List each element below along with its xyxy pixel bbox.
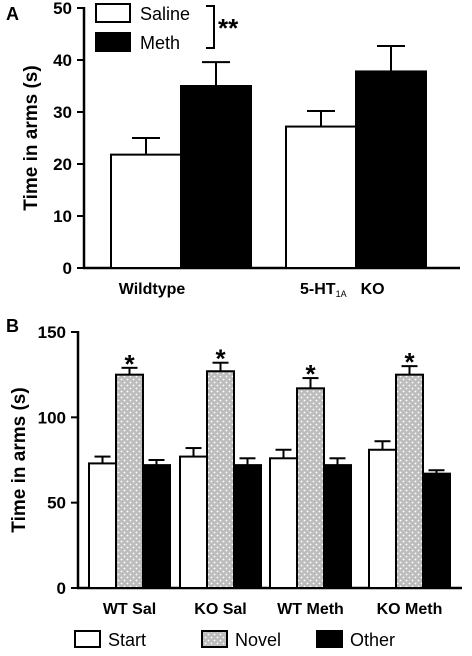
x-tick-label: WT Meth [277,601,344,618]
y-tick-label: 0 [57,579,66,598]
bar-novel-2 [206,370,235,589]
bar-start-3 [269,457,298,589]
y-tick-label: 100 [38,408,66,427]
legend-swatch-meth [95,32,131,52]
panel-b-chart: B Time in arms (s) 0 50 100 150 * * * * WT Sal KO S… [6,316,462,650]
panel-a-chart: A Time in arms (s) 0 10 20 30 40 50 Wildtype 5-HT… [6,0,460,299]
x-tick-label: 5-HT1A KO [300,281,385,299]
bar-start-4 [368,448,397,590]
legend-swatch-novel [201,630,228,648]
significance-bracket [206,5,215,49]
y-tick-label: 150 [38,323,66,342]
legend-label-other: Other [350,630,395,650]
x-tick-label: KO Sal [194,601,246,618]
panel-a-letter: A [6,4,19,24]
significance-label: ** [218,13,239,43]
bar-saline-2 [285,125,357,269]
y-tick-label: 40 [53,51,72,70]
y-axis-label: Time in arms (s) [21,65,42,210]
bar-start-2 [179,455,208,589]
bar-other-4 [422,472,451,589]
legend-label-novel: Novel [235,630,281,650]
bar-meth-2 [355,70,427,269]
bar-other-1 [142,464,171,589]
bar-novel-1 [115,373,144,589]
x-tick-label: WT Sal [103,601,156,618]
legend-label-meth: Meth [140,33,180,53]
bar-novel-4 [395,373,424,589]
y-tick-label: 30 [53,103,72,122]
y-tick-label: 0 [63,259,72,278]
significance-star: * [215,344,226,374]
y-tick-label: 20 [53,155,72,174]
x-tick-label: KO Meth [377,601,443,618]
bar-novel-3 [296,387,325,589]
legend-swatch-start [74,630,101,648]
x-tick-label-main: 5-HT [300,281,336,298]
significance-star: * [404,347,415,377]
x-tick-label-suffix: KO [361,281,385,298]
bar-meth-1 [180,85,252,269]
bar-other-2 [233,464,262,589]
x-tick-label-subscript: 1A [336,289,347,299]
panel-b-letter: B [6,316,19,336]
y-tick-label: 50 [53,0,72,18]
y-tick-label: 10 [53,207,72,226]
legend-label-start: Start [108,630,146,650]
legend-swatch-other [316,630,343,648]
y-tick-label: 50 [47,494,66,513]
significance-star: * [305,359,316,389]
significance-star: * [124,349,135,379]
bar-saline-1 [110,153,182,269]
bar-start-1 [88,462,117,589]
legend-label-saline: Saline [140,4,190,24]
y-axis-label: Time in arms (s) [9,387,30,532]
bar-other-3 [323,464,352,589]
x-tick-label: Wildtype [119,281,186,298]
legend-swatch-saline [95,3,131,23]
